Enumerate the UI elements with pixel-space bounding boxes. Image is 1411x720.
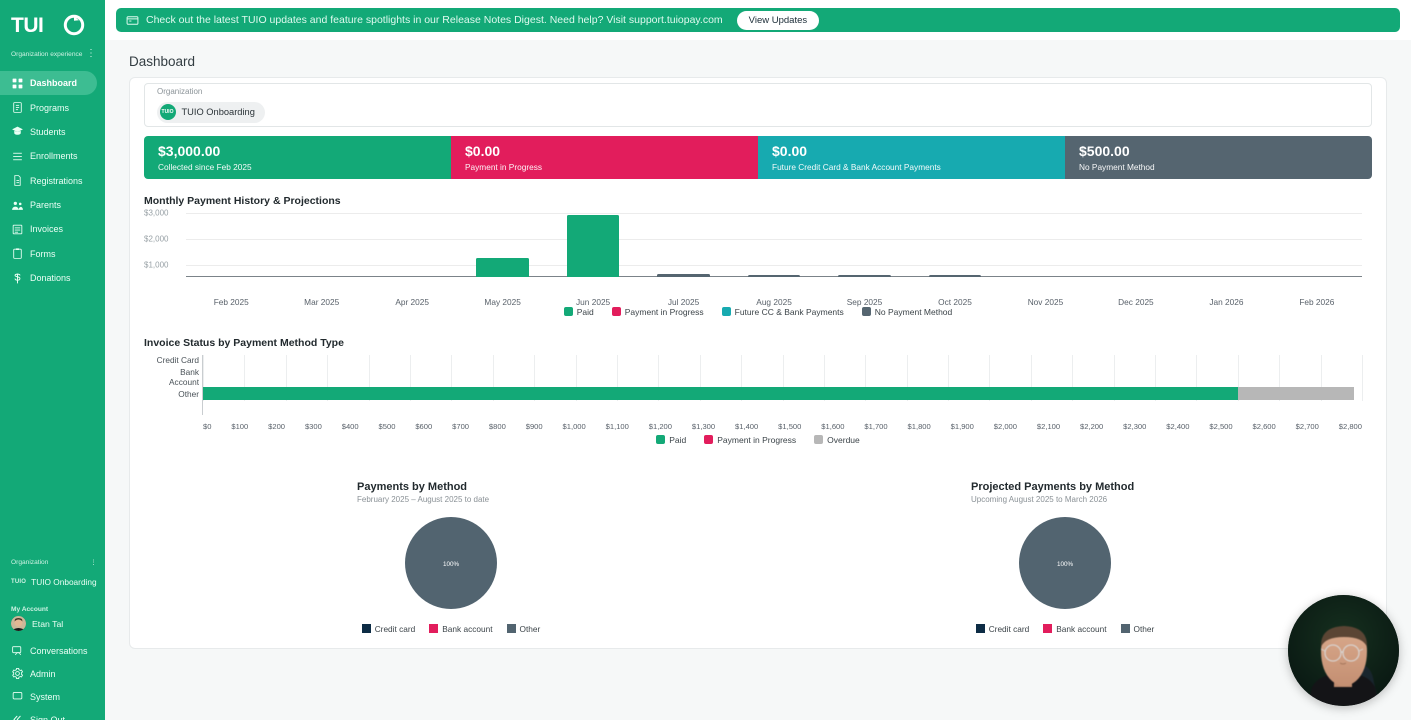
svg-text:TUI: TUI xyxy=(11,14,43,37)
svg-text:100%: 100% xyxy=(443,561,460,568)
svg-text:100%: 100% xyxy=(1057,561,1074,568)
